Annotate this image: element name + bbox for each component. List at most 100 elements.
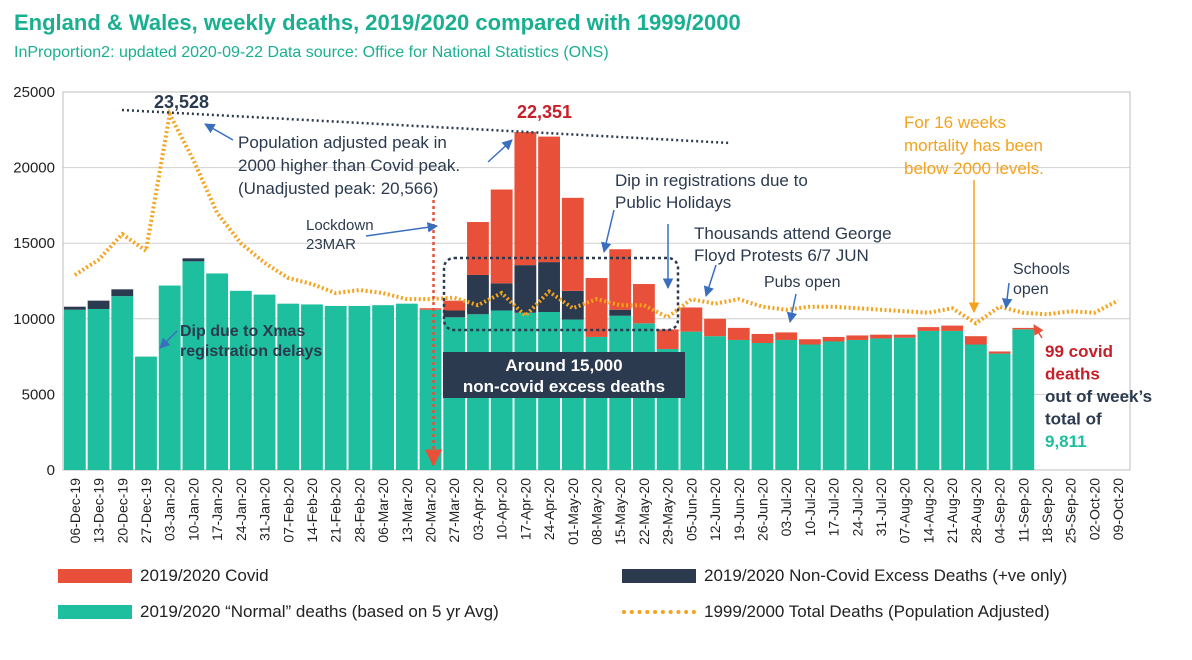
- bar-normal: [87, 308, 110, 470]
- bar-normal: [182, 261, 205, 470]
- bar-covid: [538, 136, 560, 263]
- bar-normal: [63, 309, 86, 470]
- label-peak-2000: 23,528: [154, 92, 209, 112]
- note-latest-week-line-3: out of week’s: [1045, 387, 1152, 406]
- arrow-dip-holidays-1: [601, 209, 615, 254]
- arrow-pubs: [786, 293, 798, 324]
- legend-label-covid: 2019/2020 Covid: [140, 566, 269, 585]
- note-xmas-line-1: Dip due to Xmas: [180, 323, 305, 340]
- bar-normal: [751, 342, 774, 470]
- bar-normal: [395, 303, 418, 470]
- x-tick-label: 22-May-20: [636, 478, 652, 545]
- x-tick-label: 31-Jan-20: [257, 478, 273, 541]
- x-tick-label: 17-Jul-20: [826, 478, 842, 537]
- note-latest-week-line-4: total of: [1045, 410, 1102, 429]
- excess-deaths-label-line-2: non-covid excess deaths: [463, 377, 665, 396]
- x-tick-label: 21-Feb-20: [328, 478, 344, 543]
- x-tick-label: 28-Feb-20: [351, 478, 367, 543]
- x-tick-label: 13-Mar-20: [399, 478, 415, 543]
- x-tick-label: 24-Apr-20: [541, 478, 557, 540]
- note-xmas-line-2: registration delays: [180, 343, 322, 360]
- note-latest-week-line-5: 9,811: [1045, 432, 1087, 451]
- note-schools-line-2: open: [1013, 281, 1049, 298]
- bar-covid: [490, 189, 513, 284]
- x-tick-label: 06-Mar-20: [375, 478, 391, 543]
- bar-noncovid: [538, 262, 560, 312]
- legend-item-1999-2000: 1999/2000 Total Deaths (Population Adjus…: [622, 602, 1050, 622]
- x-tick-label: 10-Apr-20: [494, 478, 510, 540]
- bar-covid: [467, 222, 489, 275]
- arrow-floyd: [703, 264, 717, 297]
- note-dip-holidays-line-2: Public Holidays: [615, 193, 731, 212]
- bar-normal: [846, 339, 869, 470]
- bar-normal: [680, 331, 703, 470]
- bar-covid: [514, 132, 537, 266]
- y-tick-label: 5000: [22, 386, 55, 403]
- bar-noncovid: [514, 265, 537, 313]
- bar-normal: [206, 273, 229, 470]
- arrow-lockdown: [365, 222, 439, 237]
- bar-normal: [917, 330, 940, 470]
- excess-deaths-label-line-1: Around 15,000: [505, 356, 622, 375]
- x-tick-label: 14-Feb-20: [304, 478, 320, 543]
- y-tick-label: 25000: [13, 84, 55, 101]
- bar-normal: [704, 336, 726, 470]
- note-dip-holidays-line-1: Dip in registrations due to: [615, 171, 808, 190]
- legend-swatch-normal: [58, 605, 132, 619]
- x-tick-label: 24-Jan-20: [233, 478, 249, 541]
- bar-normal: [111, 296, 134, 470]
- x-tick-label: 27-Dec-19: [138, 478, 154, 544]
- bar-normal: [158, 285, 181, 470]
- note-schools-line-1: Schools: [1013, 261, 1070, 278]
- note-lockdown-line-2: 23MAR: [306, 236, 356, 253]
- bar-normal: [301, 304, 323, 470]
- bar-covid: [964, 336, 987, 345]
- bar-noncovid: [490, 283, 513, 311]
- note-floyd-line-1: Thousands attend George: [694, 224, 892, 243]
- note-latest-week-line-1: 99 covid: [1045, 342, 1113, 361]
- bar-covid: [917, 327, 940, 331]
- peak-trend-line: [121, 108, 731, 145]
- bar-normal: [822, 341, 845, 470]
- y-tick-label: 10000: [13, 311, 55, 328]
- legend-swatch-noncovid: [622, 569, 696, 583]
- x-tick-label: 26-Jun-20: [754, 478, 770, 541]
- y-tick-label: 20000: [13, 160, 55, 177]
- legend-label-normal: 2019/2020 “Normal” deaths (based on 5 yr…: [140, 602, 499, 621]
- bar-normal: [988, 353, 1011, 470]
- bar-normal: [135, 356, 157, 470]
- x-tick-label: 02-Oct-20: [1086, 478, 1102, 540]
- chart-title: England & Wales, weekly deaths, 2019/202…: [14, 10, 741, 35]
- x-tick-label: 27-Mar-20: [446, 478, 462, 543]
- y-tick-label: 0: [47, 462, 55, 479]
- bar-normal: [372, 305, 395, 470]
- bar-normal: [798, 344, 821, 470]
- bar-noncovid: [63, 306, 86, 310]
- x-tick-label: 20-Dec-19: [114, 478, 130, 544]
- x-tick-label: 29-May-20: [660, 478, 676, 545]
- bar-normal: [870, 338, 892, 470]
- x-tick-label: 04-Sep-20: [992, 478, 1008, 544]
- legend-label-noncovid: 2019/2020 Non-Covid Excess Deaths (+ve o…: [704, 566, 1068, 585]
- bar-covid: [751, 333, 774, 343]
- bar-covid: [727, 327, 750, 340]
- x-tick-label: 07-Aug-20: [897, 478, 913, 544]
- bar-covid: [704, 318, 726, 337]
- arrow-latest-week: [1033, 324, 1044, 339]
- x-tick-label: 20-Mar-20: [423, 478, 439, 543]
- legend-swatch-1999-2000: [622, 610, 696, 614]
- x-tick-label: 08-May-20: [589, 478, 605, 545]
- x-tick-label: 06-Dec-19: [67, 478, 83, 544]
- bar-noncovid: [561, 290, 584, 320]
- arrow-schools: [1001, 282, 1013, 310]
- bar-normal: [893, 337, 916, 470]
- arrow-pop-adjusted-right: [487, 139, 513, 163]
- note-mortality-line-2: mortality has been: [904, 136, 1043, 155]
- x-tick-label: 09-Oct-20: [1110, 478, 1126, 540]
- bar-normal: [1012, 329, 1035, 470]
- bar-covid: [988, 351, 1011, 354]
- x-tick-label: 21-Aug-20: [944, 478, 960, 544]
- x-tick-label: 24-Jul-20: [849, 478, 865, 537]
- legend-item-noncovid: 2019/2020 Non-Covid Excess Deaths (+ve o…: [622, 566, 1067, 586]
- bar-noncovid: [609, 309, 632, 316]
